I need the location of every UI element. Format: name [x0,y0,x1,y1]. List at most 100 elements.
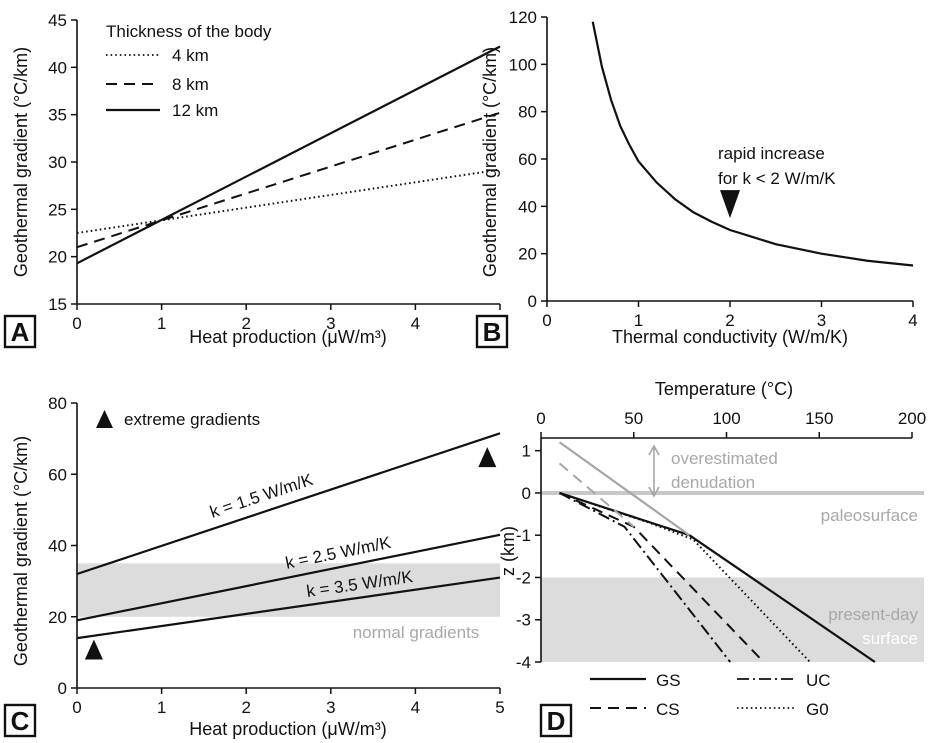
x-tick-label: 1 [634,311,643,330]
x-tick-label: 1 [157,314,166,333]
panel-d-denudation-line1: overestimated [671,449,778,468]
x-tick-label: 4 [411,698,420,717]
x-tick-label: 0 [542,311,551,330]
y-tick-label: 120 [509,8,537,27]
y-tick-label: 20 [518,245,537,264]
panel-c-extreme-label: extreme gradients [124,410,260,429]
y-tick-label: 40 [518,197,537,216]
panel-b-down-triangle-marker [720,190,740,219]
x-tick-label: 3 [326,314,335,333]
y-tick-label: -3 [516,611,531,630]
panel-c-x-label: Heat production (μW/m³) [189,719,386,739]
y-tick-label: 40 [48,58,67,77]
series-uc [559,492,731,663]
panel-b-annotation-line1: rapid increase [718,144,825,163]
panel-a-y-label: Geothermal gradient (°C/km) [11,47,31,277]
y-tick-label: 20 [48,248,67,267]
panel-c-letter: C [11,706,30,736]
panel-a-legend: Thickness of the body 4 km 8 km 12 km [106,22,272,120]
y-tick-label: 25 [48,200,67,219]
y-tick-label: 30 [48,153,67,172]
x-tick-label: 4 [411,314,420,333]
panel-b-x-label: Thermal conductivity (W/m/K) [612,327,848,347]
y-tick-label: 80 [518,103,537,122]
panel-b-annotation-line2: for k < 2 W/m/K [718,169,836,188]
y-tick-label: 80 [48,394,67,413]
panel-d-present-label-line1: present-day [828,605,918,624]
panel-a-legend-title: Thickness of the body [106,22,272,41]
panel-a-letter: A [11,317,30,347]
series-k-1 [76,432,501,576]
y-tick-label: 35 [48,106,67,125]
y-tick-label: 20 [48,608,67,627]
series-k-label: k = 1.5 W/m/K [208,470,316,522]
x-tick-label: 50 [624,409,643,428]
panel-a-x-label: Heat production (μW/m³) [189,327,386,347]
panel-c-letter-box [3,703,37,738]
legend-label-uc: UC [806,671,831,690]
panel-d-x-label: Temperature (°C) [655,379,793,399]
panel-d-denudation-arrow [648,444,660,498]
series-k-3 [76,576,501,640]
x-tick-label: 3 [326,698,335,717]
panel-d-legend: GS CS UC G0 [590,671,831,719]
panel-c-band-label: normal gradients [353,623,480,642]
y-tick-label: -4 [516,653,531,672]
panel-b-letter: B [483,317,502,347]
x-tick-label: 0 [536,409,545,428]
legend-label-cs: CS [656,700,680,719]
panel-d-y-label: z (km) [498,526,518,576]
legend-label-gs: GS [656,671,681,690]
x-tick-label: 2 [725,311,734,330]
panel-c-legend-up-triangle [96,410,113,428]
y-tick-label: -1 [516,526,531,545]
series-8km [76,111,501,249]
y-tick-label: 40 [48,537,67,556]
x-tick-label: 1 [157,698,166,717]
panel-b-y-label: Geothermal gradient (°C/km) [480,47,500,277]
panel-d-present-surface-band [541,577,924,662]
panel-b-letter-box [475,314,509,349]
series-cs-gray [558,462,635,528]
y-tick-label: -2 [516,568,531,587]
x-tick-label: 0 [72,314,81,333]
extreme-gradient-marker [478,447,497,468]
series-conductivity-curve [591,21,914,267]
x-tick-label: 3 [817,311,826,330]
y-tick-label: 45 [48,11,67,30]
panel-d-paleosurface-label: paleosurface [821,506,918,525]
y-tick-label: 0 [522,484,531,503]
x-tick-label: 200 [898,409,926,428]
panel-d-present-label-line2: surface [862,629,918,648]
legend-label-4km: 4 km [172,46,209,65]
y-tick-label: 60 [48,465,67,484]
y-tick-label: 100 [509,55,537,74]
series-gs-gray [558,441,691,537]
panel-a-letter-box [3,314,37,349]
panel-a: 01234515202530354045 Thickness of the bo… [3,11,505,349]
y-tick-label: 0 [58,679,67,698]
x-tick-label: 100 [712,409,740,428]
series-12km [76,45,501,265]
panel-d-letter: D [547,706,566,736]
y-tick-label: 1 [522,442,531,461]
legend-label-g0: G0 [806,700,829,719]
y-tick-label: 60 [518,150,537,169]
extreme-gradient-marker [84,639,103,660]
series-k-2 [76,533,501,622]
series-g0 [559,491,811,663]
legend-label-12km: 12 km [172,101,218,120]
y-tick-label: 15 [48,295,67,314]
x-tick-label: 2 [241,314,250,333]
x-tick-label: 0 [72,698,81,717]
legend-label-8km: 8 km [172,75,209,94]
x-tick-label: 4 [908,311,917,330]
panel-c-y-label: Geothermal gradient (°C/km) [11,436,31,666]
x-tick-label: 2 [241,698,250,717]
y-tick-label: 0 [528,292,537,311]
panel-d-letter-box [539,703,573,738]
